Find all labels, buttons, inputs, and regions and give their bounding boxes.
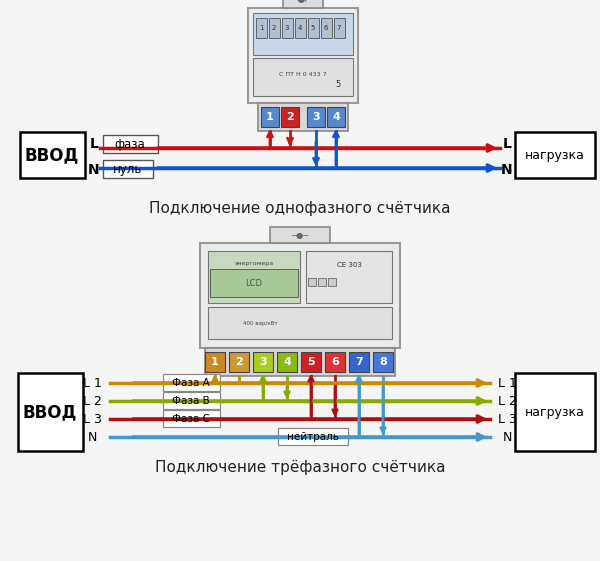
FancyBboxPatch shape — [301, 352, 321, 372]
FancyBboxPatch shape — [308, 18, 319, 38]
FancyBboxPatch shape — [18, 373, 83, 451]
Text: N: N — [501, 163, 513, 177]
Text: 2: 2 — [286, 112, 294, 122]
FancyBboxPatch shape — [103, 135, 158, 153]
Text: LCD: LCD — [245, 278, 263, 287]
Text: энергомера: энергомера — [235, 260, 274, 265]
FancyBboxPatch shape — [253, 13, 353, 55]
FancyBboxPatch shape — [205, 348, 395, 376]
Text: 1: 1 — [259, 25, 263, 31]
Text: 5: 5 — [335, 80, 341, 89]
Text: L: L — [503, 137, 511, 151]
FancyBboxPatch shape — [163, 392, 220, 409]
Text: ●r: ●r — [297, 0, 309, 4]
Text: ВВОД: ВВОД — [23, 403, 77, 421]
Text: L 1: L 1 — [83, 376, 101, 389]
FancyBboxPatch shape — [208, 307, 392, 339]
Text: 2: 2 — [235, 357, 243, 367]
FancyBboxPatch shape — [103, 160, 153, 178]
FancyBboxPatch shape — [373, 352, 393, 372]
Text: Фаза А: Фаза А — [172, 378, 210, 388]
FancyBboxPatch shape — [278, 428, 348, 445]
Text: L 1: L 1 — [497, 376, 517, 389]
Text: 3: 3 — [285, 25, 289, 31]
Text: L 2: L 2 — [83, 394, 101, 407]
Text: L 3: L 3 — [83, 412, 101, 425]
FancyBboxPatch shape — [229, 352, 249, 372]
Text: 4: 4 — [332, 112, 340, 122]
FancyBboxPatch shape — [308, 278, 316, 286]
FancyBboxPatch shape — [307, 107, 325, 127]
Text: ВВОД: ВВОД — [25, 146, 79, 164]
FancyBboxPatch shape — [318, 278, 326, 286]
Text: CE 303: CE 303 — [337, 262, 361, 268]
Text: ─●─: ─●─ — [292, 231, 308, 240]
FancyBboxPatch shape — [205, 352, 225, 372]
FancyBboxPatch shape — [258, 103, 348, 131]
Text: нейтраль: нейтраль — [287, 432, 339, 442]
FancyBboxPatch shape — [253, 58, 353, 96]
FancyBboxPatch shape — [295, 18, 306, 38]
FancyBboxPatch shape — [515, 373, 595, 451]
Text: 7: 7 — [337, 25, 341, 31]
FancyBboxPatch shape — [321, 18, 332, 38]
Text: 1: 1 — [266, 112, 274, 122]
FancyBboxPatch shape — [248, 8, 358, 103]
FancyBboxPatch shape — [270, 227, 330, 243]
Text: 4: 4 — [298, 25, 302, 31]
Text: L 2: L 2 — [497, 394, 517, 407]
Text: 4: 4 — [283, 357, 291, 367]
Text: 3: 3 — [312, 112, 320, 122]
Text: Подключение однофазного счётчика: Подключение однофазного счётчика — [149, 200, 451, 215]
Text: 3: 3 — [259, 357, 267, 367]
Text: 8: 8 — [379, 357, 387, 367]
FancyBboxPatch shape — [327, 107, 345, 127]
Text: С ПТ Н 0 433 7: С ПТ Н 0 433 7 — [279, 71, 327, 76]
Text: N: N — [88, 430, 97, 444]
FancyBboxPatch shape — [269, 18, 280, 38]
FancyBboxPatch shape — [515, 132, 595, 178]
FancyBboxPatch shape — [281, 107, 299, 127]
FancyBboxPatch shape — [20, 132, 85, 178]
Text: N: N — [502, 430, 512, 444]
FancyBboxPatch shape — [277, 352, 297, 372]
FancyBboxPatch shape — [208, 251, 300, 303]
Text: L 3: L 3 — [497, 412, 517, 425]
Text: N: N — [88, 163, 100, 177]
FancyBboxPatch shape — [261, 107, 279, 127]
Text: Подключение трёфазного счётчика: Подключение трёфазного счётчика — [155, 459, 445, 475]
FancyBboxPatch shape — [306, 251, 392, 303]
FancyBboxPatch shape — [210, 269, 298, 297]
FancyBboxPatch shape — [200, 243, 400, 348]
FancyBboxPatch shape — [163, 374, 220, 391]
Text: L: L — [89, 137, 98, 151]
FancyBboxPatch shape — [328, 278, 336, 286]
FancyBboxPatch shape — [325, 352, 345, 372]
FancyBboxPatch shape — [282, 18, 293, 38]
Text: 1: 1 — [211, 357, 219, 367]
FancyBboxPatch shape — [253, 352, 273, 372]
FancyBboxPatch shape — [349, 352, 369, 372]
Text: 5: 5 — [307, 357, 315, 367]
Text: 5: 5 — [311, 25, 315, 31]
Text: фаза: фаза — [115, 137, 145, 150]
Text: нагрузка: нагрузка — [525, 149, 585, 162]
Text: нуль: нуль — [113, 163, 143, 176]
Text: 7: 7 — [355, 357, 363, 367]
Text: 6: 6 — [324, 25, 328, 31]
Text: Фаза С: Фаза С — [172, 414, 210, 424]
FancyBboxPatch shape — [334, 18, 345, 38]
Text: 6: 6 — [331, 357, 339, 367]
Text: 400 вар/кВт: 400 вар/кВт — [242, 320, 277, 325]
Text: нагрузка: нагрузка — [525, 406, 585, 419]
FancyBboxPatch shape — [256, 18, 267, 38]
Text: 2: 2 — [272, 25, 276, 31]
FancyBboxPatch shape — [163, 410, 220, 427]
FancyBboxPatch shape — [283, 0, 323, 8]
Text: Фаза В: Фаза В — [172, 396, 210, 406]
